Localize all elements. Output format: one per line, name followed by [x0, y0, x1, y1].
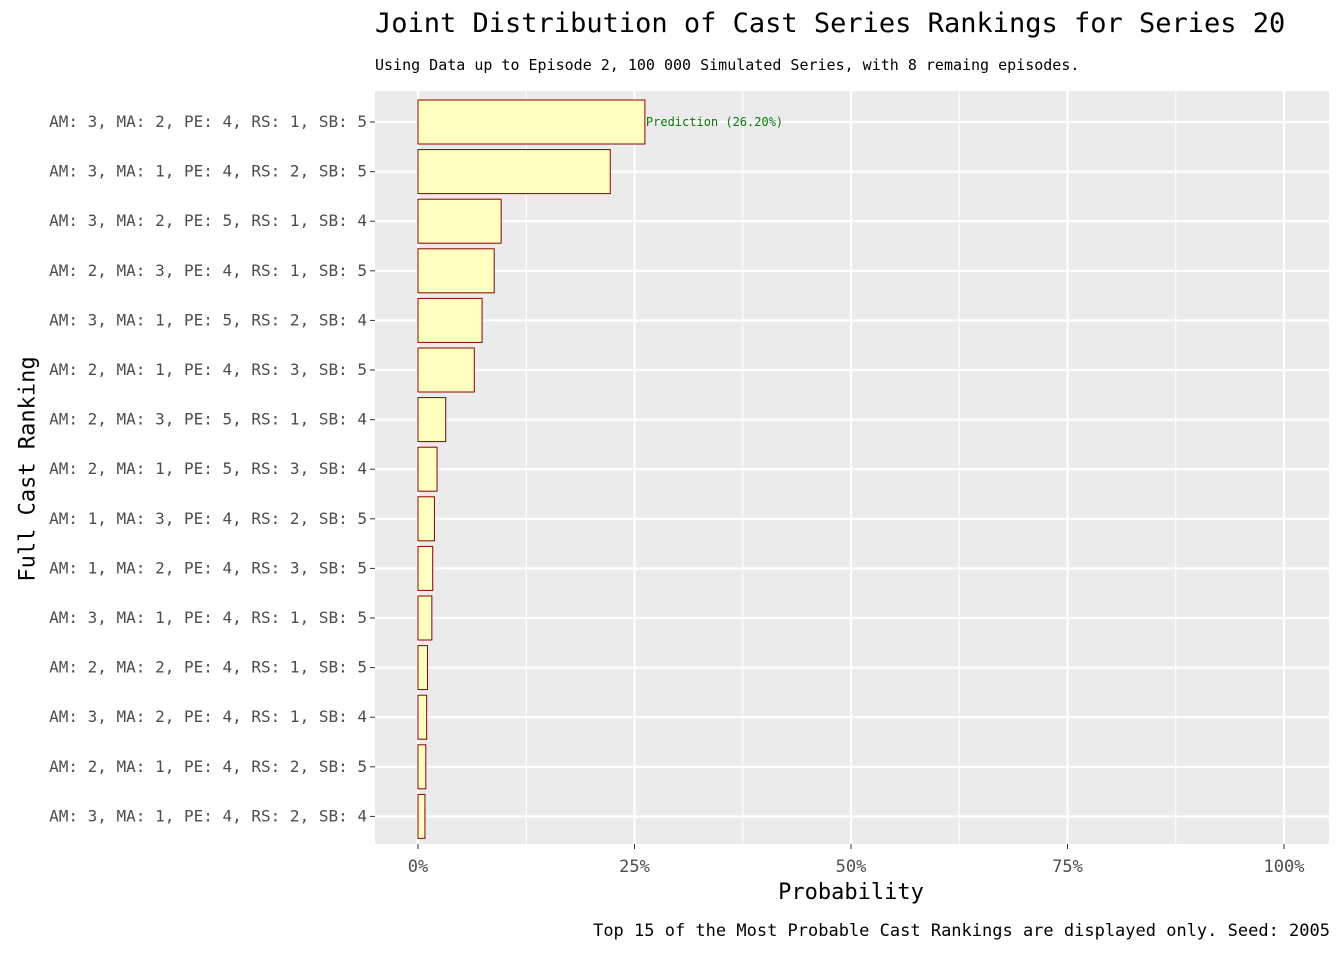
bar: [417, 446, 438, 492]
bar: [417, 149, 611, 195]
chart-caption: Top 15 of the Most Probable Cast Ranking…: [593, 921, 1330, 941]
y-tick-label: AM: 2, MA: 3, PE: 4, RS: 1, SB: 5: [49, 261, 367, 280]
bar: [417, 347, 475, 393]
y-tick-label: AM: 2, MA: 3, PE: 5, RS: 1, SB: 4: [49, 410, 367, 429]
y-tick-label: AM: 2, MA: 1, PE: 4, RS: 3, SB: 5: [49, 360, 367, 379]
y-tick-label: AM: 3, MA: 2, PE: 4, RS: 1, SB: 5: [49, 112, 367, 131]
x-tick-label: 25%: [619, 857, 650, 877]
y-tick-label: AM: 3, MA: 1, PE: 5, RS: 2, SB: 4: [49, 310, 367, 329]
bar: [417, 297, 483, 343]
y-tick-label: AM: 3, MA: 1, PE: 4, RS: 1, SB: 5: [49, 608, 367, 627]
bar: [417, 198, 502, 244]
y-tick-label: AM: 3, MA: 2, PE: 5, RS: 1, SB: 4: [49, 211, 367, 230]
bar: [417, 496, 435, 542]
x-tick-label: 100%: [1264, 857, 1305, 877]
bar: [417, 793, 426, 839]
chart-title: Joint Distribution of Cast Series Rankin…: [375, 8, 1286, 39]
x-tick-label: 0%: [408, 857, 428, 877]
y-tick-label: AM: 2, MA: 1, PE: 5, RS: 3, SB: 4: [49, 459, 367, 478]
bar: [417, 645, 429, 691]
bar: [417, 545, 434, 591]
prediction-annotation: Prediction (26.20%): [646, 115, 783, 129]
annotations: Prediction (26.20%): [646, 115, 783, 129]
y-tick-label: AM: 3, MA: 1, PE: 4, RS: 2, SB: 5: [49, 162, 367, 181]
bars: [417, 99, 646, 839]
bar: [417, 99, 646, 145]
y-tick-label: AM: 3, MA: 1, PE: 4, RS: 2, SB: 4: [49, 806, 367, 825]
bar: [417, 694, 428, 740]
x-axis-ticks: 0% 25% 50% 75% 100%: [408, 844, 1305, 877]
x-tick-label: 50%: [836, 857, 867, 877]
y-axis-ticks: AM: 3, MA: 2, PE: 4, RS: 1, SB: 5 AM: 3, …: [49, 112, 375, 825]
y-tick-label: AM: 1, MA: 3, PE: 4, RS: 2, SB: 5: [49, 509, 367, 528]
x-axis-label: Probability: [778, 880, 924, 905]
y-tick-label: AM: 3, MA: 2, PE: 4, RS: 1, SB: 4: [49, 707, 367, 726]
bar: [417, 595, 433, 641]
bar: [417, 248, 495, 294]
y-tick-label: AM: 2, MA: 1, PE: 4, RS: 2, SB: 5: [49, 757, 367, 776]
y-tick-label: AM: 1, MA: 2, PE: 4, RS: 3, SB: 5: [49, 558, 367, 577]
chart-subtitle: Using Data up to Episode 2, 100 000 Simu…: [375, 56, 1080, 74]
y-tick-label: AM: 2, MA: 2, PE: 4, RS: 1, SB: 5: [49, 658, 367, 677]
bar: [417, 744, 427, 790]
bar: [417, 397, 447, 443]
y-axis-label: Full Cast Ranking: [15, 356, 41, 582]
x-tick-label: 75%: [1052, 857, 1083, 877]
